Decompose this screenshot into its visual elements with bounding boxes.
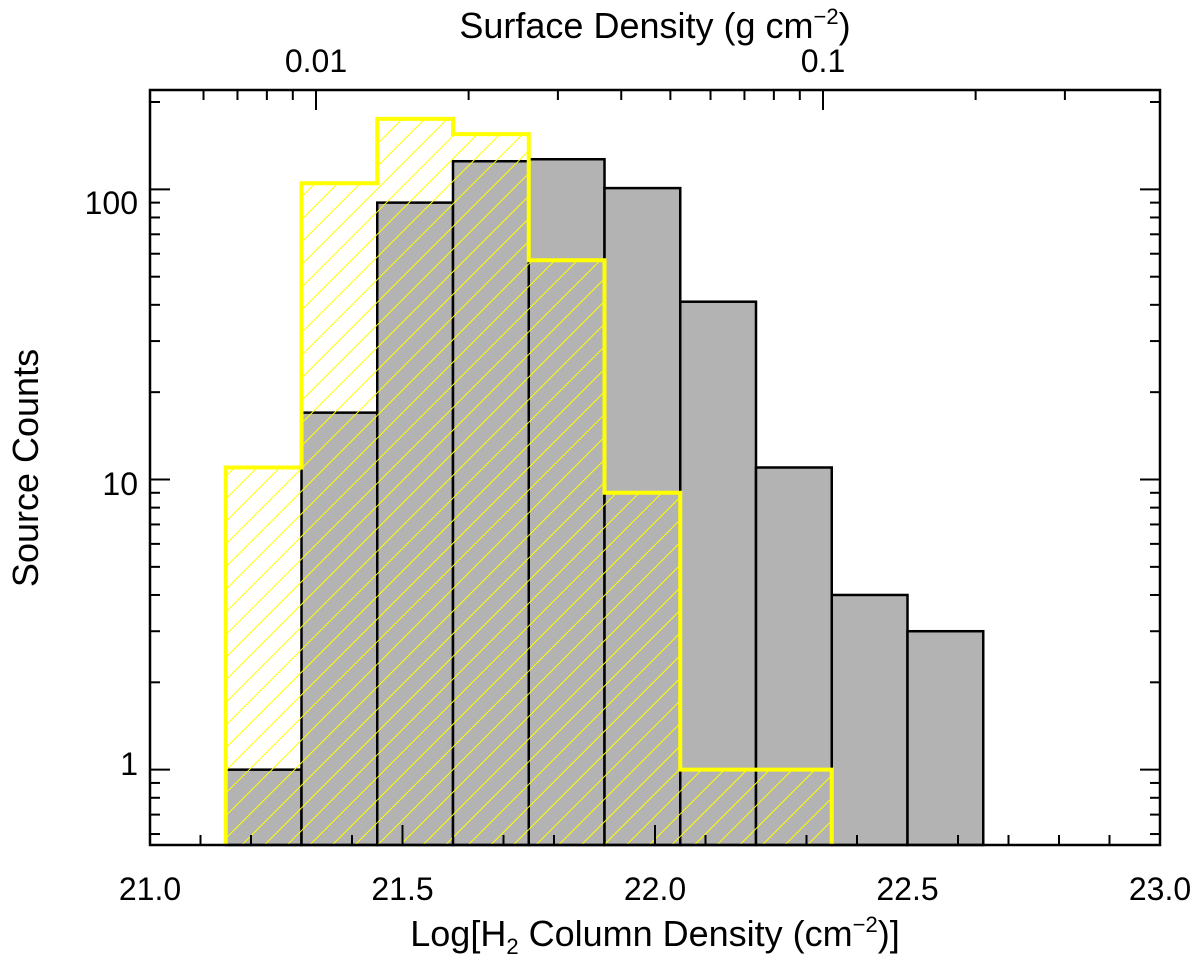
x-tick-label: 21.5: [371, 871, 433, 907]
yellow-bar: [225, 467, 302, 845]
yellow-bar: [377, 118, 453, 845]
gray-bar: [906, 629, 985, 847]
yellow-outline-path: [223, 116, 834, 845]
yellow-bar: [756, 769, 832, 845]
yellow-bar: [680, 769, 756, 845]
y-tick-label: 100: [85, 185, 138, 221]
top-tick-label: 0.1: [801, 43, 845, 79]
y-tick-label: 10: [102, 466, 138, 502]
yellow-histogram-outline: [223, 116, 834, 845]
x-tick-label: 22.0: [624, 871, 686, 907]
yellow-hatched-histogram: [225, 118, 832, 845]
gray-bar: [679, 300, 758, 847]
x-tick-label: 21.0: [119, 871, 181, 907]
gray-bar: [830, 593, 909, 847]
axis-ticks: [149, 90, 1161, 845]
y-axis-title: Source Counts: [5, 349, 46, 587]
top-tick-label: 0.01: [285, 43, 347, 79]
yellow-bar: [604, 492, 681, 845]
y-tick-label: 1: [120, 746, 138, 782]
x-axis-title: Log[H2 Column Density (cm−2)]: [410, 912, 900, 958]
yellow-bar: [301, 183, 378, 845]
x-tick-label: 23.0: [1129, 871, 1191, 907]
x-tick-label: 22.5: [876, 871, 938, 907]
yellow-bar: [453, 134, 529, 845]
yellow-bar: [528, 260, 605, 845]
top-axis-title: Surface Density (g cm−2): [459, 4, 850, 46]
